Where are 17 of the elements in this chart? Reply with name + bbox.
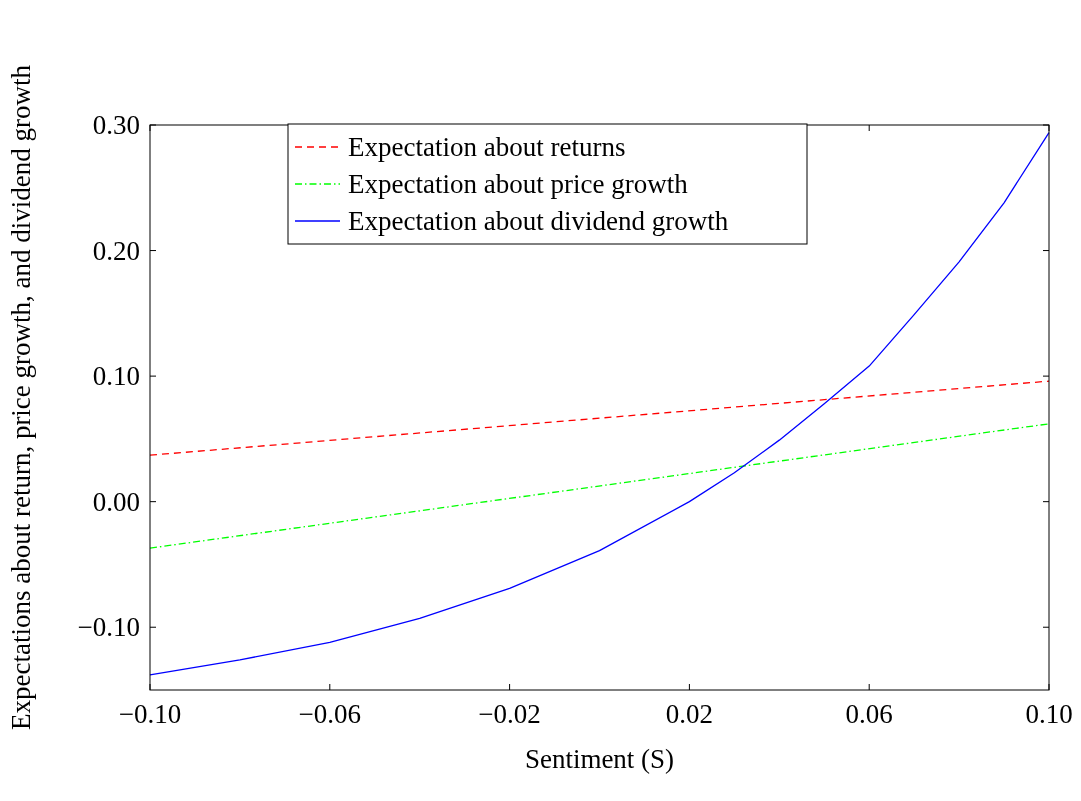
- y-tick-label: −0.10: [77, 612, 140, 643]
- x-tick-label: 0.02: [665, 699, 714, 729]
- y-tick-label: 0.20: [92, 235, 140, 266]
- y-tick-label: 0.00: [92, 486, 140, 517]
- x-axis-title: Sentiment (S): [524, 744, 675, 774]
- legend-label: Expectation about dividend growth: [348, 206, 729, 236]
- legend-label: Expectation about returns: [348, 132, 626, 162]
- y-axis-title: Expectations about return, price growth, and dividend growth: [6, 64, 36, 731]
- x-tick-label: 0.10: [1025, 699, 1073, 729]
- legend-label: Expectation about price growth: [348, 169, 689, 199]
- x-tick-label: −0.06: [298, 699, 362, 729]
- x-tick-label: 0.06: [845, 699, 893, 729]
- x-tick-label: −0.10: [118, 699, 182, 729]
- x-tick-label: −0.02: [478, 699, 541, 729]
- line-series: [149, 131, 1050, 676]
- y-tick-label: 0.10: [92, 361, 140, 392]
- y-tick-label: 0.30: [92, 110, 140, 140]
